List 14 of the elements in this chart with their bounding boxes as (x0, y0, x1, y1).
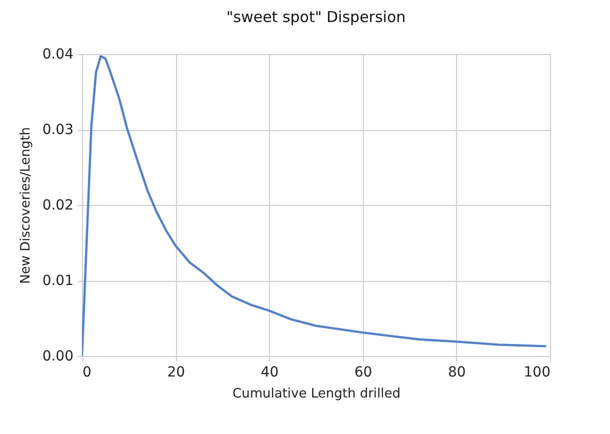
x-tick-label: 80 (448, 364, 466, 380)
x-axis-title: Cumulative Length drilled (232, 386, 400, 402)
y-tick-label: 0.00 (42, 348, 74, 364)
y-tick-label: 0.03 (42, 122, 74, 138)
x-tick-label: 40 (260, 364, 279, 380)
x-tick-label: 0 (82, 364, 92, 380)
chart-title: "sweet spot" Dispersion (226, 8, 406, 26)
x-tick-label: 100 (524, 364, 550, 380)
x-tick-label: 60 (354, 364, 372, 380)
y-tick-label: 0.02 (42, 198, 74, 214)
y-axis-title: New Discoveries/Length (18, 127, 34, 284)
x-tick-label: 20 (167, 364, 186, 380)
y-tick-label: 0.04 (42, 46, 74, 62)
y-tick-label: 0.01 (42, 273, 74, 289)
